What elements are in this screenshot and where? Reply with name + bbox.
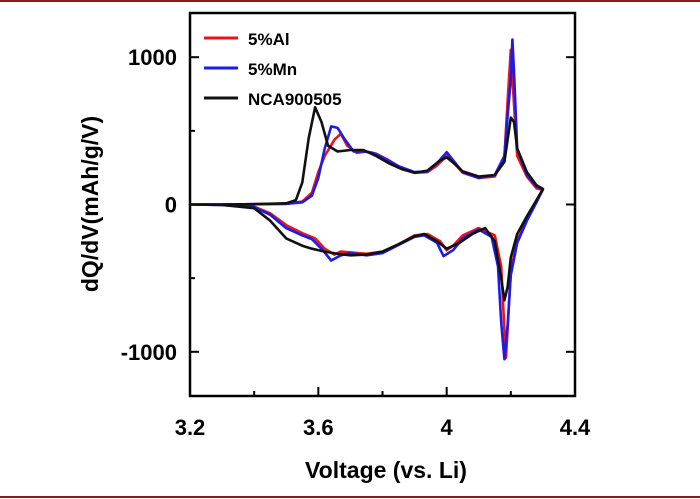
series-line-5-mn: [188, 38, 545, 361]
x-tick-label-4: 4: [441, 415, 454, 440]
legend-label-al: 5%Al: [248, 30, 290, 49]
legend: 5%Al 5%Mn NCA900505: [204, 30, 342, 109]
series-lines: [188, 38, 545, 361]
legend-label-nca: NCA900505: [248, 90, 342, 109]
x-axis-label: Voltage (vs. Li): [305, 457, 467, 483]
x-tick-label-4-4: 4.4: [560, 415, 591, 440]
tick-labels: 3.2 3.6 4 4.4 1000 0 -1000: [121, 45, 591, 440]
legend-label-mn: 5%Mn: [248, 60, 297, 79]
y-tick-label-1000: 1000: [128, 45, 177, 70]
series-line-nca900505: [188, 106, 545, 302]
y-tick-label-0: 0: [165, 193, 177, 218]
x-tick-label-3-2: 3.2: [175, 415, 206, 440]
y-axis-label: dQ/dV(mAh/g/V): [77, 116, 103, 292]
x-tick-label-3-6: 3.6: [303, 415, 334, 440]
y-tick-label-1000: -1000: [121, 340, 177, 365]
